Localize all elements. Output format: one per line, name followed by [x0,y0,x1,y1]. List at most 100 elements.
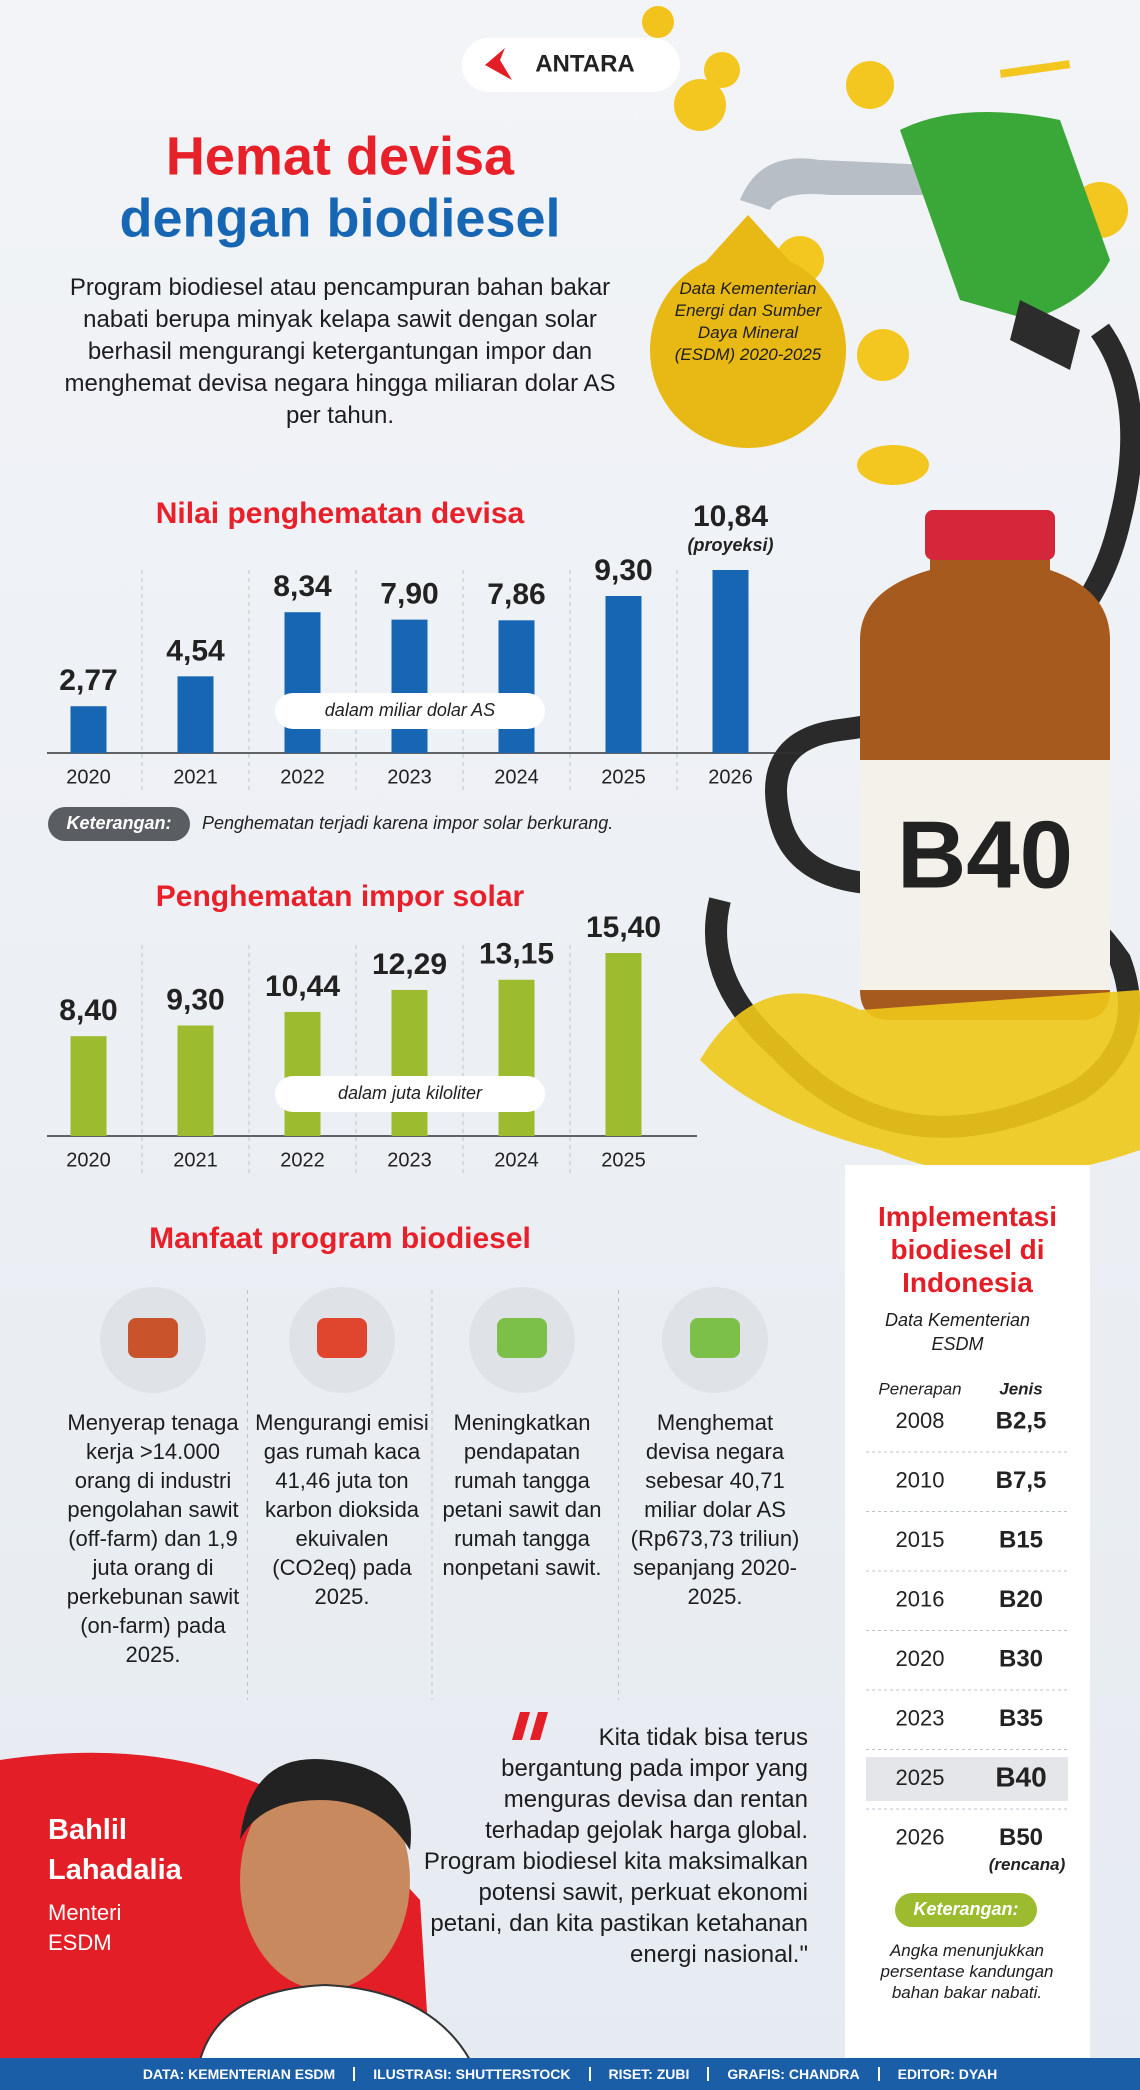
value-label: 7,90 [380,578,438,611]
table-year: 2008 [896,1408,945,1433]
logo: ANTARA [535,50,635,77]
bar [177,676,214,753]
title-line: dengan biodiesel [119,188,560,248]
illustration: B40 [0,6,1140,2061]
bar [391,989,428,1136]
x-tick-label: 2020 [66,766,111,788]
note-pill [895,1893,1037,1927]
table-header: Penerapan [878,1379,961,1398]
unit-label: dalam miliar dolar AS [325,700,495,720]
note-label: Keterangan: [66,813,171,833]
bar [712,570,749,753]
speaker-role: Menteri ESDM [48,1900,122,1955]
value-label: 13,15 [479,938,554,971]
x-tick-label: 2022 [280,766,325,788]
benefit-icon-detail [497,1318,547,1358]
unit-label: dalam juta kiloliter [338,1083,483,1103]
table-blend: B7,5 [996,1467,1047,1494]
x-tick-label: 2026 [708,766,753,788]
table-header: Jenis [999,1379,1042,1398]
credit: DATA: KEMENTERIAN ESDM [142,2066,336,2082]
table-year: 2026 [896,1824,945,1849]
speaker: Bahlil Lahadalia [48,1814,182,1886]
chart-title: Penghematan impor solar [156,880,525,913]
table-year: 2023 [896,1705,945,1730]
chart-title: Nilai penghematan devisa [156,497,525,530]
bar [284,612,321,753]
bar [605,953,642,1136]
value-label: 15,40 [586,911,661,944]
credit: ILUSTRASI: SHUTTERSTOCK [353,2067,588,2081]
table-year: 2010 [896,1467,945,1492]
benefit-text: Menghemat devisa negara sebesar 40,71 mi… [630,1410,800,1609]
bar [498,620,535,753]
x-tick-label: 2021 [173,1149,218,1171]
value-label: 8,34 [273,570,332,603]
table-blend: B15 [999,1526,1043,1553]
benefits-title: Manfaat program biodiesel [149,1222,531,1255]
value-label: 8,40 [59,994,117,1027]
table-year: 2015 [896,1527,945,1552]
value-label: 12,29 [372,948,447,981]
intro: Program biodiesel atau pencampuran bahan… [64,274,616,429]
table-blend: B30 [999,1645,1043,1672]
credit: RISET: ZUBI [588,2067,708,2081]
table-blend: B20 [999,1586,1043,1613]
x-tick-label: 2020 [66,1149,111,1171]
benefit-text: Meningkatkan pendapatan rumah tangga pet… [442,1410,602,1580]
x-tick-label: 2025 [601,766,646,788]
value-label: 9,30 [166,983,224,1016]
benefit-text: Menyerap tenaga kerja >14.000 orang di i… [66,1410,240,1667]
unit-pill [275,1076,545,1112]
value-label: 4,54 [166,634,225,667]
table-blend: B2,5 [996,1407,1047,1434]
footer: DATA: KEMENTERIAN ESDM ILUSTRASI: SHUTTER… [0,2058,1140,2090]
bar [605,595,642,753]
note-label: Keterangan: [913,1899,1018,1919]
table-year: 2020 [896,1646,945,1671]
unit-pill [275,693,545,729]
bar [70,1036,107,1136]
value-label: 10,84 [693,500,768,533]
table-year: 2016 [896,1586,945,1611]
source-badge: Data Kementerian Energi dan Sumber Daya … [674,279,822,364]
table-blend: B40 [995,1761,1046,1792]
x-tick-label: 2023 [387,1149,432,1171]
credit: GRAFIS: CHANDRA [707,2067,877,2081]
value-label: 9,30 [594,554,652,587]
benefit-icon-detail [690,1318,740,1358]
quote: Kita tidak bisa terus bergantung pada im… [423,1724,808,1968]
benefit-text: Mengurangi emisi gas rumah kaca 41,46 ju… [255,1410,429,1609]
implementation-note: Angka menunjukkan persentase kandungan b… [880,1941,1054,2002]
benefit-icon-detail [128,1318,178,1358]
note-text: Penghematan terjadi karena impor solar b… [202,813,613,833]
bar [284,1011,321,1136]
projection-label: (proyeksi) [687,535,773,555]
bar [177,1025,214,1136]
x-tick-label: 2023 [387,766,432,788]
plan-label: (rencana) [989,1855,1066,1874]
bar [391,619,428,753]
benefit-icon-detail [317,1318,367,1358]
implementation-subtitle: Data Kementerian ESDM [884,1310,1031,1354]
bottle-label: B40 [897,801,1073,908]
table-blend: B50 [999,1824,1043,1851]
x-tick-label: 2021 [173,766,218,788]
x-tick-label: 2024 [494,1149,539,1171]
value-label: 2,77 [59,664,117,697]
x-tick-label: 2024 [494,766,539,788]
bar [498,979,535,1136]
value-label: 10,44 [265,970,340,1003]
x-tick-label: 2022 [280,1149,325,1171]
value-label: 7,86 [487,578,545,611]
credit: EDITOR: DYAH [877,2067,1016,2081]
implementation-title: Implementasi biodiesel di Indonesia [878,1201,1057,1298]
logo-pill [462,38,680,92]
row-highlight [866,1757,1068,1801]
note-pill [48,807,190,841]
title-line: Hemat devisa [166,126,515,186]
bar [70,706,107,753]
x-tick-label: 2025 [601,1149,646,1171]
